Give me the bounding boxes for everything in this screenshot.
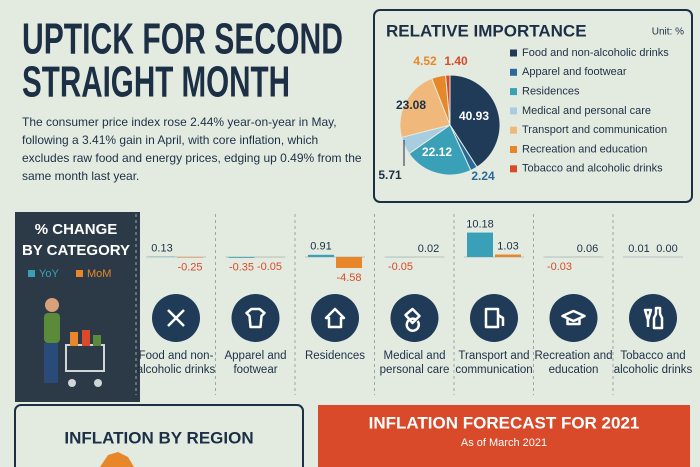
bar — [177, 257, 203, 258]
category-icon — [311, 294, 359, 342]
category-label: Food and non-alcoholic drinks — [136, 350, 216, 376]
value-label: -0.25 — [177, 262, 202, 274]
category-label: Transport and communication — [455, 350, 533, 376]
category-label: Recreation and education — [534, 350, 613, 376]
value-label: -0.35 — [229, 262, 254, 274]
legend-swatch — [76, 270, 83, 277]
slice-label: 2.24 — [471, 169, 495, 183]
icon-glyph — [245, 307, 266, 329]
legend-label: Transport and communication — [522, 124, 667, 136]
legend-swatch — [510, 49, 517, 57]
legend-label: Recreation and education — [522, 143, 647, 155]
bar — [336, 257, 362, 268]
legend-swatch — [510, 68, 517, 76]
value-label: 0.13 — [151, 243, 172, 255]
value-label: 0.02 — [418, 243, 439, 255]
icon-glyph — [167, 309, 185, 327]
legend-label: Tobacco and alcoholic drinks — [522, 163, 663, 175]
slice-label: 40.93 — [459, 109, 489, 123]
value-label: 0.06 — [577, 243, 598, 255]
bar — [308, 254, 334, 257]
region-title: INFLATION BY REGION — [64, 428, 253, 447]
legend-swatch — [510, 88, 517, 96]
legend-swatch — [28, 270, 35, 277]
value-label: 0.00 — [656, 243, 677, 255]
main-title: UPTICK FOR SECOND — [22, 15, 343, 64]
value-label: 10.18 — [466, 218, 494, 230]
map-fragment — [100, 452, 134, 467]
value-label: 0.01 — [628, 243, 649, 255]
value-label: -0.03 — [547, 261, 572, 273]
region-panel — [14, 404, 304, 467]
unit-label: Unit: % — [652, 27, 684, 38]
legend-swatch — [510, 107, 517, 115]
bar — [228, 257, 255, 258]
forecast-subtitle: As of March 2021 — [461, 437, 547, 449]
legend-swatch — [510, 146, 517, 153]
description: The consumer price index rose 2.44% year… — [22, 115, 362, 183]
bar-title: % CHANGE — [35, 221, 118, 238]
category-label: Apparel and footwear — [224, 350, 287, 376]
category-icon — [549, 294, 598, 342]
legend-swatch — [510, 165, 517, 173]
icon-glyph — [484, 307, 505, 329]
legend-label: Medical and personal care — [522, 105, 651, 117]
slice-label: 5.71 — [378, 168, 402, 182]
category-icon — [470, 294, 518, 342]
slice-label: 4.52 — [413, 54, 437, 68]
pie-panel — [373, 9, 693, 203]
pie-slice — [445, 74, 451, 126]
icon-glyph — [643, 306, 664, 330]
legend-label: Food and non-alcoholic drinks — [522, 47, 669, 59]
category-icon — [231, 294, 280, 342]
slice-label: 1.40 — [444, 54, 468, 68]
legend-label: Residences — [522, 86, 580, 98]
category-label: Tobacco and alcoholic drinks — [613, 350, 693, 376]
forecast-banner — [318, 405, 690, 467]
category-label: Medical and personal care — [379, 350, 450, 376]
bar — [467, 232, 493, 257]
bar-title: BY CATEGORY — [22, 242, 130, 259]
category-label: Residences — [304, 350, 366, 362]
icon-glyph — [561, 309, 586, 326]
legend-label: YoY — [39, 268, 59, 280]
value-label: -4.58 — [336, 272, 361, 284]
slice-label: 22.12 — [422, 145, 452, 159]
value-label: 1.03 — [497, 240, 518, 252]
main-title: STRAIGHT MONTH — [22, 58, 290, 107]
shopper — [44, 298, 105, 387]
forecast-title: INFLATION FORECAST FOR 2021 — [369, 413, 640, 432]
icon-glyph — [324, 307, 346, 329]
legend-label: Apparel and footwear — [522, 66, 627, 78]
category-panel — [15, 212, 140, 402]
slice-label: 23.08 — [396, 98, 426, 112]
legend-swatch — [510, 126, 517, 134]
icon-glyph — [404, 307, 421, 332]
bar — [495, 254, 521, 257]
value-label: -0.05 — [388, 261, 413, 273]
value-label: 0.91 — [310, 241, 331, 253]
legend-label: MoM — [87, 268, 111, 280]
value-label: -0.05 — [257, 261, 282, 273]
chart-title: RELATIVE IMPORTANCE — [386, 21, 587, 40]
pie-slice — [408, 124, 472, 176]
